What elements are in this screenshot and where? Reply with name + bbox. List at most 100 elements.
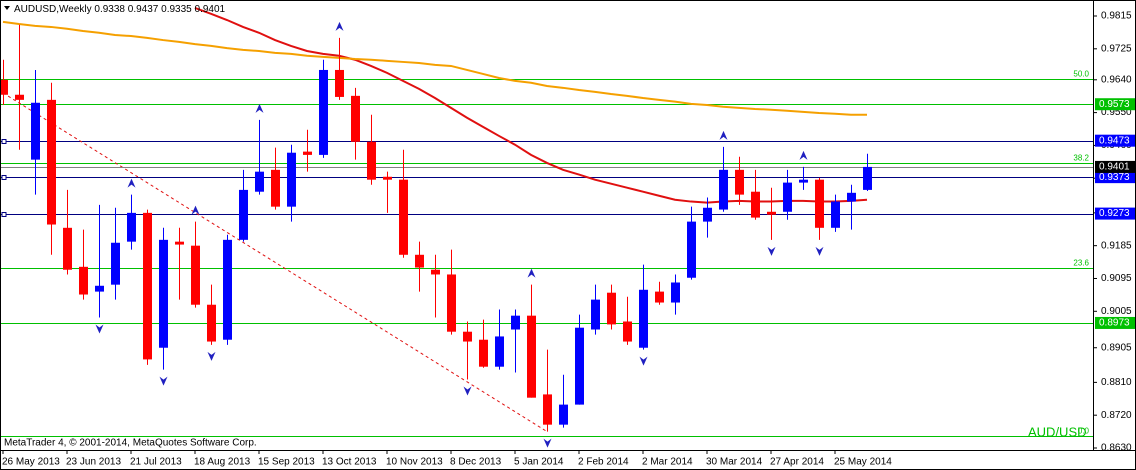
level-anchor bbox=[1, 139, 7, 144]
candle-body bbox=[47, 99, 56, 225]
candle-body bbox=[671, 282, 680, 303]
candle-body bbox=[607, 292, 616, 325]
candle-body bbox=[95, 285, 104, 292]
candle-body bbox=[143, 212, 152, 360]
legend-close: 0.9401 bbox=[195, 4, 226, 15]
y-tick-label: 0.9640 bbox=[1101, 74, 1132, 85]
candle-body bbox=[127, 212, 136, 242]
trend-line bbox=[2, 92, 548, 433]
x-tick-label: 2 Feb 2014 bbox=[578, 457, 629, 468]
level-price-label: 0.9573 bbox=[1099, 99, 1130, 110]
candle-body bbox=[527, 315, 536, 398]
candle-body bbox=[719, 169, 728, 210]
candle-body bbox=[63, 227, 72, 270]
fractal-down bbox=[95, 324, 104, 334]
fractal-down bbox=[767, 246, 776, 256]
x-tick-label: 26 May 2013 bbox=[2, 457, 60, 468]
candle-body bbox=[303, 151, 312, 155]
candle-body bbox=[159, 239, 168, 348]
fractal-up bbox=[719, 130, 728, 140]
candle-body bbox=[703, 207, 712, 222]
candle-body bbox=[735, 169, 744, 195]
candle-body bbox=[831, 201, 840, 228]
fractal-down bbox=[463, 386, 472, 396]
y-tick-label: 0.9185 bbox=[1101, 240, 1132, 251]
candle-body bbox=[447, 274, 456, 332]
fractal-down bbox=[543, 438, 552, 448]
fractal-up bbox=[255, 103, 264, 113]
menu-triangle bbox=[4, 6, 10, 10]
fractal-up bbox=[335, 21, 344, 31]
fib-label: 0.0 bbox=[1078, 427, 1090, 436]
x-tick-label: 15 Sep 2013 bbox=[258, 457, 315, 468]
candle-body bbox=[191, 245, 200, 305]
level-price-label: 0.8973 bbox=[1099, 318, 1130, 329]
level-price-label-box bbox=[1095, 207, 1135, 220]
fractal-down bbox=[815, 246, 824, 256]
fractal-up bbox=[799, 150, 808, 160]
candle-body bbox=[0, 79, 8, 95]
bid-price-label: 0.9401 bbox=[1099, 162, 1130, 173]
candle-body bbox=[783, 182, 792, 212]
y-tick-label: 0.9550 bbox=[1101, 107, 1132, 118]
candle-body bbox=[815, 179, 824, 228]
fractal-up bbox=[127, 178, 136, 188]
candle-body bbox=[79, 266, 88, 295]
fractal-down bbox=[207, 351, 216, 361]
candle-body bbox=[367, 141, 376, 180]
x-tick-label: 5 Jan 2014 bbox=[514, 457, 564, 468]
candle-body bbox=[495, 336, 504, 367]
chart-legend: AUDUSD,Weekly 0.9338 0.9437 0.9335 0.940… bbox=[14, 4, 226, 15]
candle-body bbox=[575, 327, 584, 405]
fractal-down bbox=[159, 376, 168, 386]
x-tick-label: 2 Mar 2014 bbox=[642, 457, 693, 468]
candle-body bbox=[751, 191, 760, 218]
candle-body bbox=[591, 299, 600, 330]
candle-body bbox=[687, 221, 696, 278]
y-tick-label: 0.8720 bbox=[1101, 410, 1132, 421]
level-price-label: 0.9473 bbox=[1099, 135, 1130, 146]
candle-body bbox=[399, 179, 408, 255]
y-tick-label: 0.8810 bbox=[1101, 377, 1132, 388]
candle-body bbox=[223, 239, 232, 340]
copyright: MetaTrader 4, © 2001-2014, MetaQuotes So… bbox=[4, 438, 257, 449]
level-price-label: 0.9373 bbox=[1099, 172, 1130, 183]
x-tick-label: 10 Nov 2013 bbox=[386, 457, 443, 468]
y-tick-label: 0.9095 bbox=[1101, 273, 1132, 284]
level-price-label: 0.9273 bbox=[1099, 208, 1130, 219]
x-tick-label: 21 Jul 2013 bbox=[130, 457, 182, 468]
y-tick-label: 0.8630 bbox=[1101, 443, 1132, 454]
candle-body bbox=[463, 331, 472, 342]
candle-body bbox=[415, 254, 424, 268]
candle-body bbox=[847, 192, 856, 202]
candle-body bbox=[335, 69, 344, 97]
candle-body bbox=[559, 404, 568, 425]
candle-body bbox=[383, 176, 392, 180]
x-tick-label: 18 Aug 2013 bbox=[194, 457, 251, 468]
level-anchor bbox=[1, 212, 7, 217]
fib-label: 38.2 bbox=[1073, 154, 1089, 163]
legend-low: 0.9335 bbox=[161, 4, 192, 15]
candle-body bbox=[255, 171, 264, 192]
candle-body bbox=[639, 289, 648, 348]
y-tick-label: 0.8905 bbox=[1101, 342, 1132, 353]
candle-body bbox=[767, 211, 776, 215]
fractal-down bbox=[639, 356, 648, 366]
level-price-label-box bbox=[1095, 171, 1135, 184]
candle-body bbox=[511, 315, 520, 330]
level-anchor bbox=[1, 175, 7, 180]
candle-body bbox=[271, 169, 280, 207]
symbol-label: AUD/USD bbox=[1028, 424, 1087, 439]
symbol-title: AUDUSD,Weekly bbox=[14, 4, 92, 15]
candle-body bbox=[863, 166, 872, 190]
y-tick-label: 0.9005 bbox=[1101, 306, 1132, 317]
x-tick-label: 13 Oct 2013 bbox=[322, 457, 377, 468]
y-tick-label: 0.9725 bbox=[1101, 43, 1132, 54]
fractal-up bbox=[191, 205, 200, 215]
fractal-up bbox=[527, 268, 536, 278]
x-tick-label: 23 Jun 2013 bbox=[66, 457, 121, 468]
candle-body bbox=[479, 339, 488, 367]
